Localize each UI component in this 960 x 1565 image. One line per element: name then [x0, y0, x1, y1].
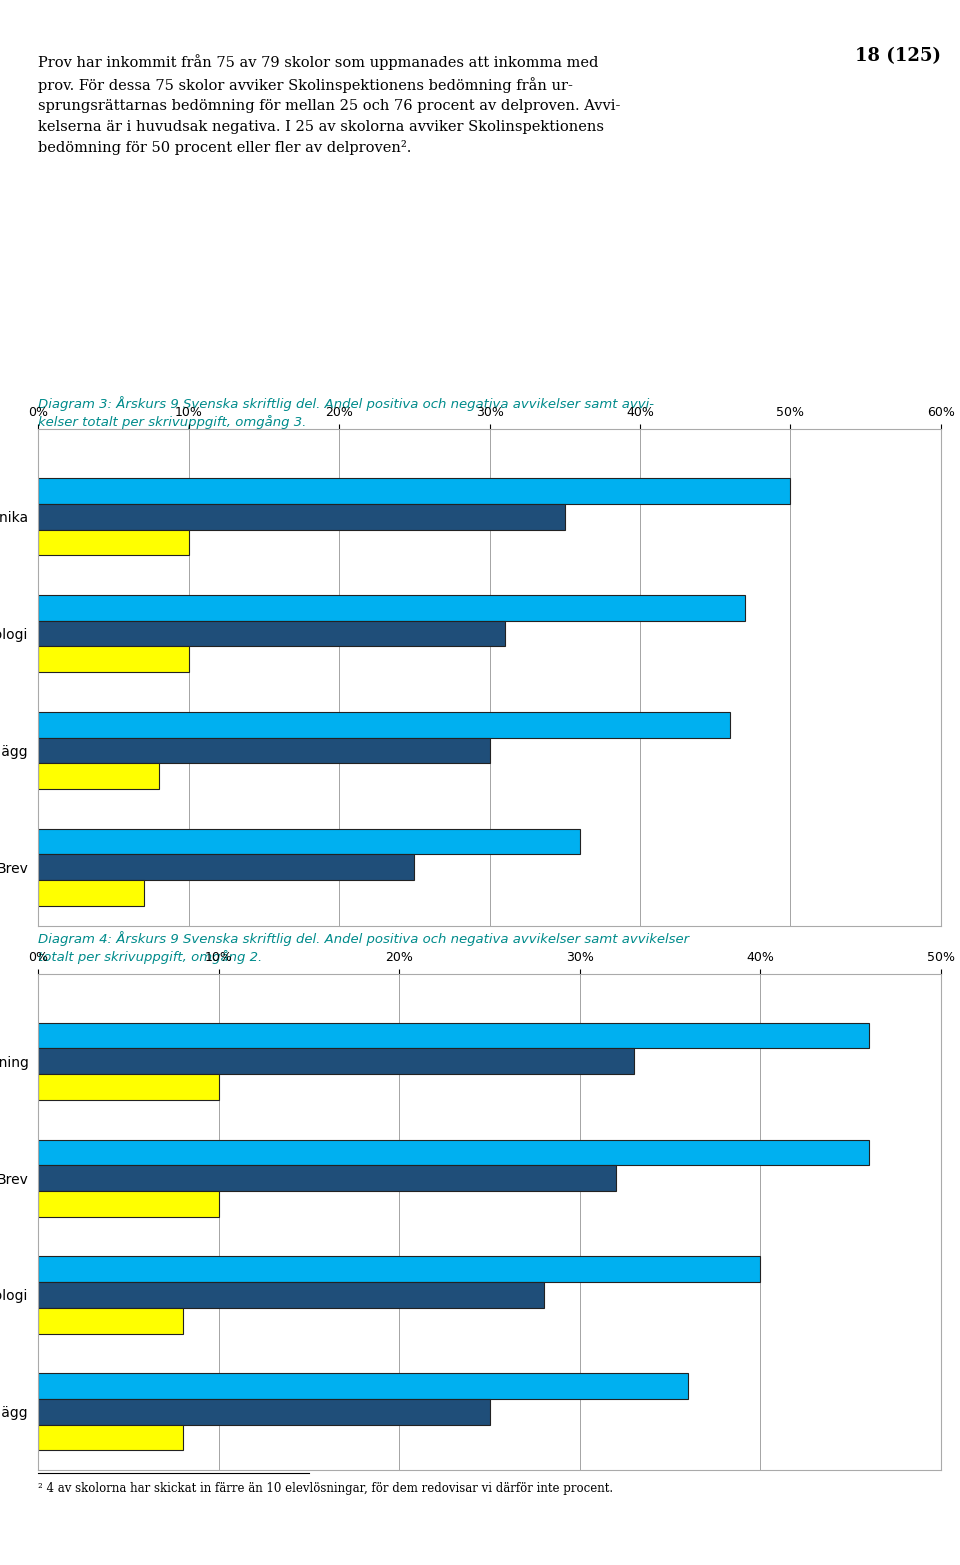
Text: 18 (125): 18 (125) — [854, 47, 941, 66]
Bar — [38, 1074, 219, 1100]
Bar — [38, 595, 745, 621]
Bar — [38, 1424, 182, 1451]
Bar — [38, 854, 415, 880]
Bar — [38, 1022, 869, 1049]
Bar — [38, 1373, 688, 1399]
Text: Diagram 4: Årskurs 9 Svenska skriftlig del. Andel positiva och negativa avvikels: Diagram 4: Årskurs 9 Svenska skriftlig d… — [38, 931, 689, 964]
Bar — [38, 1191, 219, 1216]
Bar — [38, 1308, 182, 1333]
Bar — [38, 712, 731, 737]
Bar — [38, 764, 158, 789]
Bar — [38, 479, 790, 504]
Bar — [38, 1049, 634, 1074]
Bar — [38, 880, 144, 906]
Bar — [38, 1257, 760, 1282]
Bar — [38, 1282, 543, 1308]
Bar — [38, 1399, 490, 1424]
Bar — [38, 529, 189, 556]
Bar — [38, 1139, 869, 1166]
Text: Prov har inkommit från 75 av 79 skolor som uppmanades att inkomma med
prov. För : Prov har inkommit från 75 av 79 skolor s… — [38, 55, 621, 155]
Bar — [38, 829, 580, 854]
Bar — [38, 646, 189, 671]
Bar — [38, 621, 505, 646]
Text: Diagram 3: Årskurs 9 Svenska skriftlig del. Andel positiva och negativa avvikels: Diagram 3: Årskurs 9 Svenska skriftlig d… — [38, 396, 655, 429]
Bar — [38, 504, 564, 529]
Bar — [38, 737, 490, 764]
Bar — [38, 1166, 616, 1191]
Text: ² 4 av skolorna har skickat in färre än 10 elevlösningar, för dem redovisar vi d: ² 4 av skolorna har skickat in färre än … — [38, 1482, 613, 1495]
